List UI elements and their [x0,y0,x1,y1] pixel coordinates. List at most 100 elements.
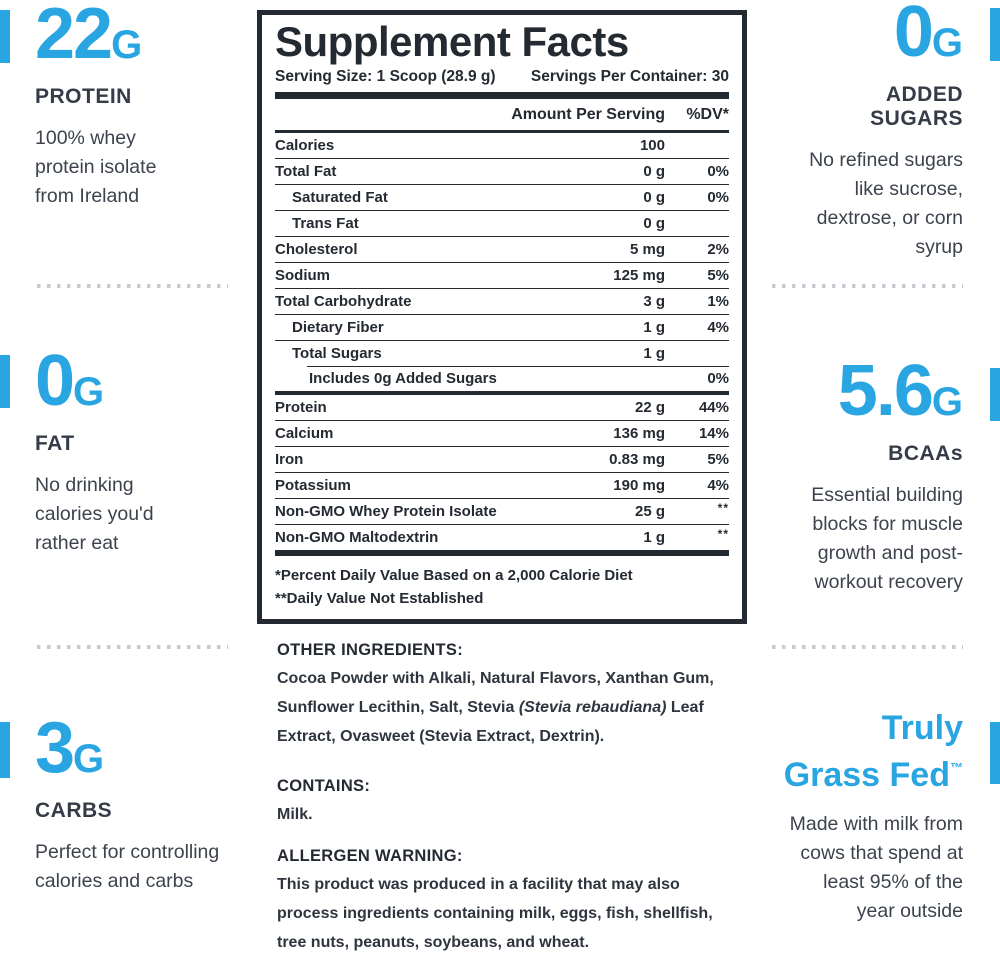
nutrient-name: Calcium [275,425,334,442]
nutrient-name: Total Carbohydrate [275,293,412,310]
stat-label: CARBS [35,799,113,822]
stat-block-bcaas: 5.6G BCAAs Essential building blocks for m… [778,351,963,597]
nutrient-dv: 2% [707,241,729,258]
nutrient-name: Calories [275,137,335,154]
facts-row: Iron 0.83 mg 5% [275,446,729,472]
facts-row: Protein 22 g 44% [275,391,729,420]
nutrient-amount: 25 g [634,503,665,520]
nutrient-amount: 0 g [643,215,665,232]
stat-value: 0G [893,0,963,72]
nutrient-amount: 190 mg [613,477,665,494]
stat-value: 5.6G [837,351,963,431]
stat-unit: G [73,370,105,414]
footnote: *Percent Daily Value Based on a 2,000 Ca… [275,567,633,584]
nutrient-dv: 4% [707,477,729,494]
facts-row: Non-GMO Whey Protein Isolate 25 g ** [275,498,729,524]
stat-description: Made with milk from cows that spend at l… [789,813,963,922]
nutrient-amount: 136 mg [613,425,665,442]
nutrient-dv: 5% [707,267,729,284]
facts-row: Calcium 136 mg 14% [275,420,729,446]
facts-rows: Calories 100 Total Fat 0 g 0% Saturated Fat 0 … [275,133,729,550]
facts-row: Total Sugars 1 g [275,340,729,366]
facts-row: Non-GMO Maltodextrin 1 g ** [275,524,729,550]
stat-unit: G [931,380,963,424]
column-percent-dv: %DV* [686,106,729,123]
nutrient-name: Saturated Fat [292,189,388,206]
column-amount-per-serving: Amount Per Serving [511,106,665,123]
dotted-divider [37,645,228,649]
facts-row: Sodium 125 mg 5% [275,262,729,288]
nutrient-dv: 0% [707,189,729,206]
other-ingredients-section: OTHER INGREDIENTS: Cocoa Powder with Alk… [277,641,742,751]
nutrient-dv: 0% [707,370,729,387]
stat-value: 3G [35,708,105,788]
allergen-warning-section: ALLERGEN WARNING: This product was produ… [277,847,742,957]
nutrient-name: Non-GMO Maltodextrin [275,529,439,546]
facts-row: Potassium 190 mg 4% [275,472,729,498]
facts-column-header: Amount Per Serving %DV* [275,99,729,133]
nutrient-name: Potassium [275,477,351,494]
accent-bar-right-added-sugars [990,8,1000,61]
ingredient-text-segment: (Stevia rebaudiana) [518,699,667,716]
serving-size: Serving Size: 1 Scoop (28.9 g) [275,68,496,85]
nutrient-name: Iron [275,451,304,468]
dotted-divider [772,645,963,649]
facts-row: Cholesterol 5 mg 2% [275,236,729,262]
nutrient-name: Total Fat [275,163,337,180]
nutrient-dv: 44% [698,399,729,416]
stat-block-grass-fed: Truly Grass Fed™ Made with milk from cows … [783,708,963,926]
facts-row: Includes 0g Added Sugars 0% [275,365,729,391]
nutrient-amount: 0.83 mg [609,451,665,468]
other-ingredients-title: OTHER INGREDIENTS: [277,641,463,659]
nutrient-amount: 1 g [643,345,665,362]
nutrient-amount: 3 g [643,293,665,310]
accent-bar-left-protein [0,10,10,63]
stat-unit: G [73,737,105,781]
stat-label: BCAAs [888,442,963,465]
contains-section: CONTAINS: Milk. [277,777,742,829]
stat-value: 0G [35,341,105,421]
info-sections: OTHER INGREDIENTS: Cocoa Powder with Alk… [277,641,742,957]
dotted-divider [772,284,963,288]
stat-description: 100% whey protein isolate from Ireland [35,127,157,207]
ingredient-text-segment: Cocoa Powder with Alkali, Natural Flavor… [277,670,714,716]
nutrient-dv: 14% [698,425,729,442]
nutrient-amount: 22 g [634,399,665,416]
trademark-symbol: ™ [950,760,963,775]
nutrient-dv: 0% [707,163,729,180]
nutrient-amount: 1 g [643,319,665,336]
thick-rule-bottom [275,550,729,556]
accent-bar-right-grass-fed [990,722,1000,784]
footnote: **Daily Value Not Established [275,590,484,607]
nutrient-amount: 0 g [643,163,665,180]
stat-value: 22G [35,0,143,74]
facts-row: Trans Fat 0 g [275,210,729,236]
nutrient-name: Sodium [275,267,330,284]
stat-block-added-sugars: 0G ADDED SUGARS No refined sugars like suc… [788,0,963,262]
dotted-divider [37,284,228,288]
contains-title: CONTAINS: [277,777,371,795]
nutrient-dv: 5% [707,451,729,468]
facts-footnotes: *Percent Daily Value Based on a 2,000 Ca… [275,556,729,610]
stat-headline: Truly Grass Fed™ [783,709,963,794]
accent-bar-left-fat [0,355,10,408]
nutrient-dv: ** [665,501,729,520]
stat-block-fat: 0G FAT No drinking calories you'd rather e… [35,341,185,558]
stat-label: FAT [35,432,75,455]
daily-value-asterisks: ** [717,501,729,515]
other-ingredients-text: Cocoa Powder with Alkali, Natural Flavor… [277,664,742,751]
nutrient-name: Protein [275,399,327,416]
nutrient-name: Dietary Fiber [292,319,384,336]
nutrient-name: Trans Fat [292,215,359,232]
nutrient-name: Cholesterol [275,241,358,258]
nutrient-dv: 4% [707,319,729,336]
thick-rule [275,92,729,99]
facts-row: Dietary Fiber 1 g 4% [275,314,729,340]
facts-row: Saturated Fat 0 g 0% [275,184,729,210]
accent-bar-left-carbs [0,722,10,778]
stat-description: No drinking calories you'd rather eat [35,474,154,554]
stat-label: PROTEIN [35,85,132,108]
stat-description: No refined sugars like sucrose, dextrose… [809,149,963,258]
stat-unit: G [931,21,963,65]
nutrient-name: Total Sugars [292,345,382,362]
